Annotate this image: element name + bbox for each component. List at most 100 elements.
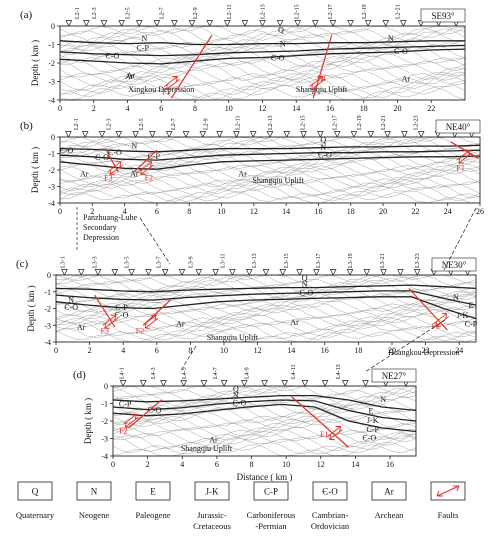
unit-label: J-K <box>367 416 379 425</box>
station-label: L2-23 <box>413 115 419 130</box>
station-marker <box>199 131 207 138</box>
secondary-depression-label: Secondary <box>83 223 117 232</box>
station-label: L4-7 <box>213 367 219 379</box>
x-tick-label: 24 <box>455 346 463 355</box>
station-marker <box>413 269 421 276</box>
x-axis-label: Distance ( km ) <box>237 472 293 482</box>
x-tick-label: 18 <box>347 207 355 216</box>
legend-swatch <box>371 481 407 501</box>
station-marker <box>115 131 123 138</box>
contour-line <box>55 307 477 327</box>
x-tick-label: 20 <box>394 104 402 113</box>
panel-label: (b) <box>20 120 33 132</box>
fault-line <box>290 396 349 448</box>
unit-label: Є-O <box>60 146 74 155</box>
station-marker <box>161 269 169 276</box>
fault-line <box>133 149 158 173</box>
unit-label: C-P <box>136 43 149 52</box>
station-marker <box>65 20 73 27</box>
fault-slip-arrow <box>327 426 342 437</box>
fault-label: F1 <box>456 164 464 173</box>
fault-slip-arrow <box>311 79 325 90</box>
station-marker <box>195 269 203 276</box>
contour-line <box>59 26 466 44</box>
region-label: Shangqiu Uplift <box>296 85 348 94</box>
contour-line <box>59 151 481 167</box>
station-label: L2-15 <box>294 4 300 19</box>
connector-line <box>364 319 446 373</box>
station-marker <box>98 131 106 138</box>
x-tick-label: 26 <box>476 207 484 216</box>
station-label: L2-15 <box>300 115 306 130</box>
fault-slip-arrow <box>165 79 180 90</box>
direction-box <box>420 8 466 23</box>
station-marker <box>206 20 213 27</box>
station-marker <box>400 20 407 27</box>
station-marker <box>165 131 173 138</box>
connector-line <box>179 345 197 373</box>
y-tick-label: -3 <box>48 78 55 87</box>
station-label: L3-11 <box>220 254 226 268</box>
x-tick-label: 6 <box>155 207 159 216</box>
contour-line <box>55 293 477 313</box>
y-axis-label: Depth ( km ) <box>26 285 36 331</box>
y-tick-label: -1 <box>44 288 51 297</box>
station-label: L2-13 <box>261 4 267 19</box>
unit-label: Ar <box>125 72 134 81</box>
legend-label: Carboniferous <box>247 510 296 520</box>
station-label: L2-3 <box>92 7 98 19</box>
station-label: L3-1 <box>61 256 67 268</box>
contour-line <box>55 316 477 330</box>
fault-slip-arrow <box>140 164 154 176</box>
station-marker <box>153 20 161 27</box>
contour-line <box>59 165 481 181</box>
x-tick-label: 4 <box>126 104 130 113</box>
unit-label: Є-O <box>115 310 129 319</box>
fault-label: F3 <box>100 326 108 335</box>
contour-line <box>55 291 477 309</box>
legend-swatch <box>135 481 171 501</box>
x-tick-label: 10 <box>220 346 228 355</box>
station-marker <box>364 20 372 27</box>
x-tick-label: 16 <box>386 460 394 469</box>
station-marker <box>380 269 387 276</box>
station-label: L4-3 <box>151 367 157 379</box>
x-tick-label: 10 <box>282 460 290 469</box>
x-tick-label: 22 <box>411 207 419 216</box>
station-label: L2-19 <box>357 115 363 130</box>
contour-line <box>59 84 466 99</box>
contour-line <box>59 163 481 178</box>
unit-label: Є-O <box>148 406 162 415</box>
x-tick-label: 16 <box>321 346 329 355</box>
x-tick-label: 0 <box>54 346 58 355</box>
y-tick-label: -2 <box>101 417 108 426</box>
station-marker <box>301 380 309 387</box>
station-marker <box>212 269 219 276</box>
direction-box <box>431 257 477 272</box>
contour-line <box>55 305 477 324</box>
fault-label: F1 <box>431 322 439 331</box>
y-tick-label: -1 <box>48 150 55 159</box>
station-marker <box>178 269 186 276</box>
station-marker <box>317 131 324 138</box>
contour-line <box>59 60 466 80</box>
contour-line <box>59 55 466 72</box>
legend-label: Quaternary <box>16 510 55 520</box>
unit-label: Є-O <box>362 434 376 443</box>
legend-label: Jurassic- <box>197 510 227 520</box>
contour-line <box>59 69 466 83</box>
contour-line <box>112 386 417 395</box>
contour-line <box>59 181 481 199</box>
direction-box <box>435 119 481 134</box>
x-tick-label: 8 <box>193 104 197 113</box>
direction-label: NE40° <box>446 122 471 132</box>
station-label: L4-9 <box>244 367 250 379</box>
legend-swatch <box>253 481 289 501</box>
x-tick-label: 2 <box>88 346 92 355</box>
contour-line <box>59 26 466 36</box>
unit-label: C-P <box>366 425 379 434</box>
x-tick-label: 12 <box>254 346 262 355</box>
legend-item: E Paleogene <box>135 481 171 520</box>
